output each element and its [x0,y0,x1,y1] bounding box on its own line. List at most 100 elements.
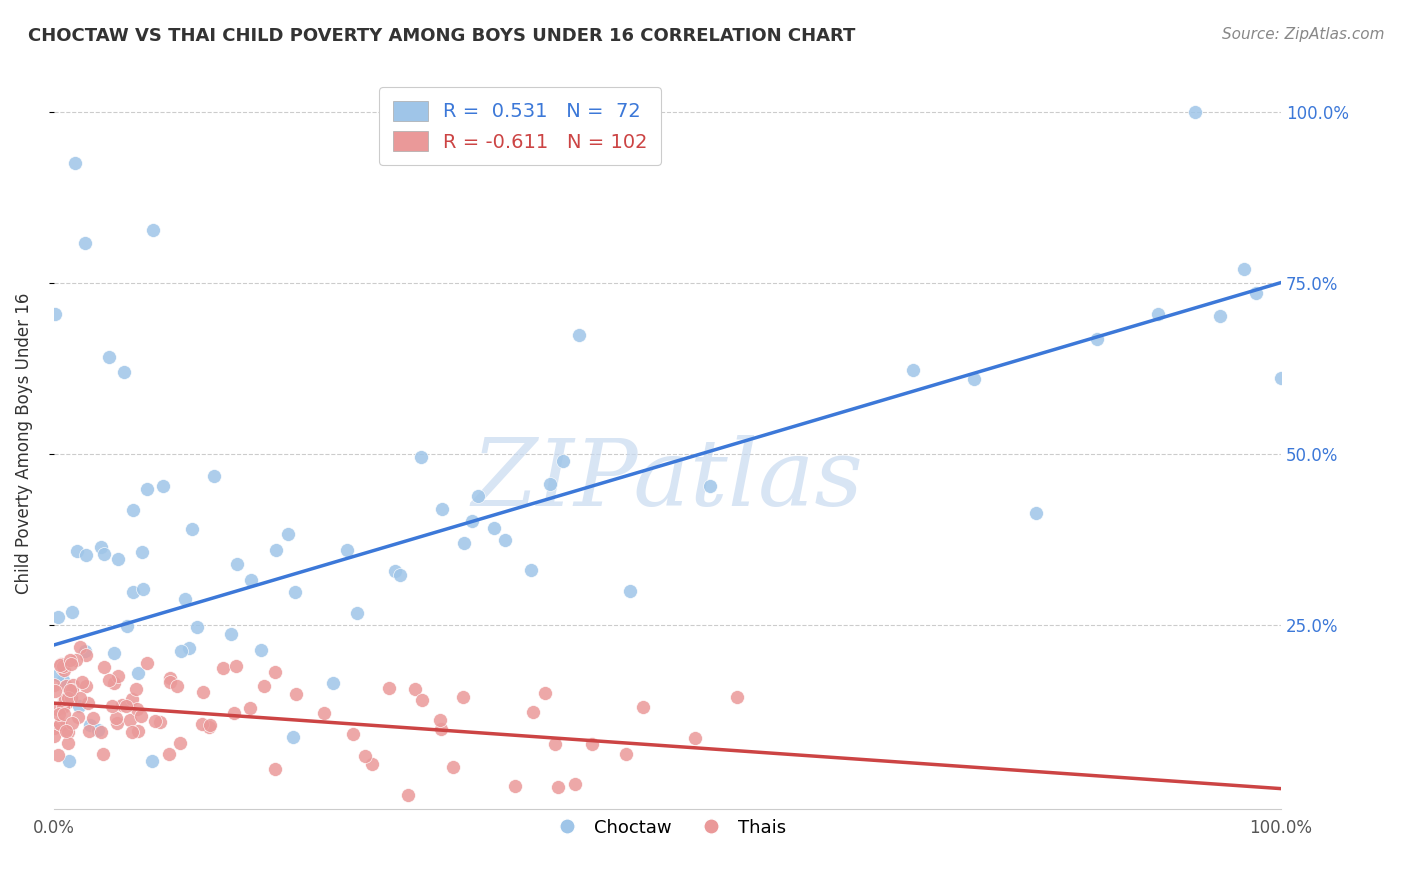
Point [322,675,344,690]
Point [107,551,129,566]
Point [202,469,225,483]
Point [59,682,82,697]
Point [169,736,191,750]
Point [42,730,65,744]
Text: ZIPatlas: ZIPatlas [471,435,863,524]
Point [281,731,304,745]
Point [89,540,111,554]
Point [60,682,83,697]
Point [180,522,202,536]
Point [533,686,555,700]
Point [581,737,603,751]
Point [191,716,214,731]
Point [65,653,87,667]
Point [60,716,83,731]
Point [127,724,149,739]
Point [353,748,375,763]
Point [46,668,69,682]
Point [69,691,91,706]
Text: CHOCTAW VS THAI CHILD POVERTY AMONG BOYS UNDER 16 CORRELATION CHART: CHOCTAW VS THAI CHILD POVERTY AMONG BOYS… [28,27,855,45]
Point [79,718,101,732]
Point [377,681,399,695]
Point [152,479,174,493]
Point [264,543,287,558]
Point [631,699,654,714]
Point [225,658,247,673]
Point [264,762,287,776]
Point [49,657,72,671]
Point [484,521,506,535]
Point [62,678,84,692]
Point [58,725,80,739]
Point [141,754,163,768]
Point [1025,506,1047,520]
Point [60,605,83,619]
Point [1208,310,1230,324]
Point [494,533,516,547]
Point [98,673,121,687]
Point [1184,104,1206,119]
Point [1233,261,1256,276]
Point [503,779,526,793]
Point [52,707,75,722]
Point [52,673,75,687]
Point [342,726,364,740]
Point [58,754,80,768]
Point [44,684,66,698]
Point [90,725,112,739]
Point [430,502,453,516]
Point [66,544,89,558]
Point [105,711,128,725]
Point [75,549,97,563]
Point [77,724,100,739]
Point [544,737,567,751]
Point [60,691,83,706]
Point [51,661,73,675]
Point [75,235,97,250]
Point [75,644,97,658]
Point [142,223,165,237]
Y-axis label: Child Poverty Among Boys Under 16: Child Poverty Among Boys Under 16 [15,293,32,594]
Point [568,328,591,343]
Point [411,692,433,706]
Point [101,698,124,713]
Point [361,756,384,771]
Point [1147,307,1170,321]
Point [520,563,543,577]
Point [91,747,114,761]
Point [121,692,143,706]
Point [1246,285,1268,300]
Point [263,665,285,680]
Point [49,716,72,731]
Point [127,666,149,681]
Point [56,691,79,706]
Point [159,674,181,689]
Point [48,706,70,721]
Point [59,653,82,667]
Point [614,747,637,762]
Point [114,698,136,713]
Point [44,721,66,735]
Point [429,714,451,728]
Point [467,489,489,503]
Point [131,545,153,559]
Point [547,780,569,795]
Point [453,690,475,705]
Point [93,547,115,561]
Point [98,351,121,365]
Point [135,482,157,496]
Point [49,717,72,731]
Point [191,685,214,699]
Point [93,660,115,674]
Point [55,723,77,738]
Point [105,716,128,731]
Point [159,671,181,685]
Point [699,479,721,493]
Point [157,747,180,762]
Point [522,705,544,719]
Point [461,514,484,528]
Point [122,503,145,517]
Point [63,156,86,170]
Point [284,687,307,701]
Point [1270,371,1292,385]
